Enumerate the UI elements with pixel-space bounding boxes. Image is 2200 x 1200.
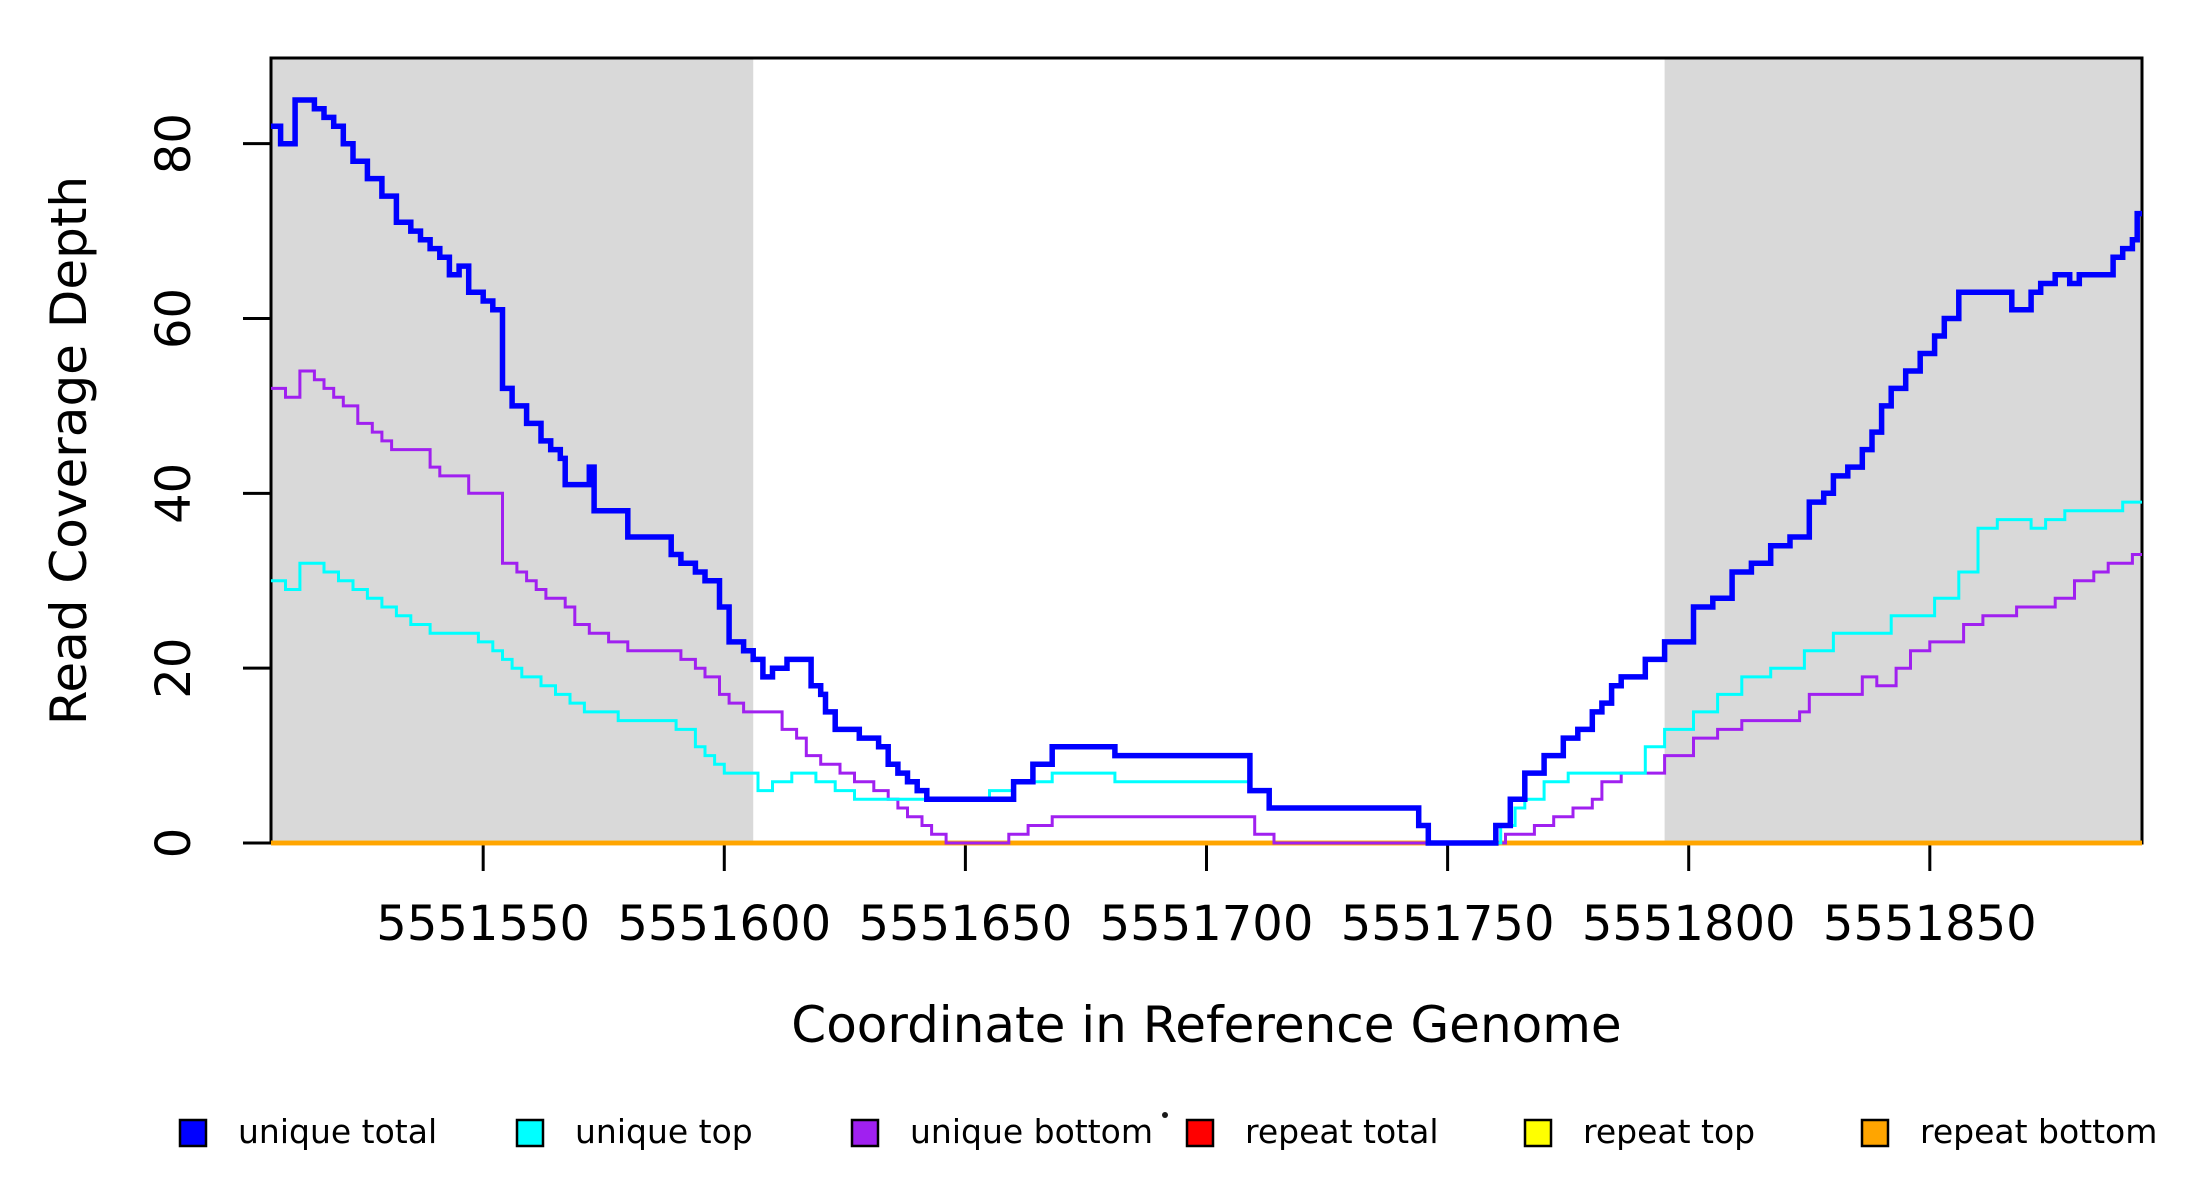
shaded-band: [271, 58, 754, 843]
shaded-regions: [271, 58, 2142, 843]
shaded-band: [1664, 58, 2142, 843]
y-tick-label: 40: [146, 463, 202, 524]
legend-swatch: [850, 1118, 880, 1148]
legend-artifact-dot: [1162, 1112, 1168, 1118]
y-tick-label: 60: [146, 288, 202, 349]
legend-label: unique total: [238, 1112, 437, 1151]
x-tick-label: 5551850: [1823, 896, 2037, 952]
legend-swatch: [1523, 1118, 1553, 1148]
legend-label: repeat bottom: [1920, 1112, 2157, 1151]
legend-item-unique-total: unique total: [178, 1112, 437, 1151]
y-tick-label: 80: [146, 113, 202, 174]
series-unique-total: [271, 97, 2142, 846]
legend-item-unique-top: unique top: [515, 1112, 753, 1151]
legend-item-unique-bottom: unique bottom: [850, 1112, 1153, 1151]
legend-item-repeat-total: repeat total: [1185, 1112, 1439, 1151]
x-axis-ticks: 5551550 5551600 5551650 5551700 5551750 55518…: [376, 843, 2037, 952]
data-series: [271, 97, 2142, 846]
legend-item-repeat-bottom: repeat bottom: [1860, 1112, 2157, 1151]
x-tick-label: 5551650: [859, 896, 1073, 952]
series-unique-bottom: [271, 369, 2142, 845]
legend-swatch: [515, 1118, 545, 1148]
legend-label: unique top: [575, 1112, 753, 1151]
x-tick-label: 5551600: [617, 896, 831, 952]
y-axis-title: Read Coverage Depth: [40, 176, 98, 725]
y-tick-label: 0: [146, 828, 202, 859]
legend-swatch: [1185, 1118, 1215, 1148]
chart-legend: unique total unique top unique bottom repea…: [178, 1112, 2157, 1151]
x-axis-title: Coordinate in Reference Genome: [791, 996, 1621, 1054]
series-unique-top: [271, 500, 2142, 845]
legend-label: unique bottom: [910, 1112, 1153, 1151]
x-tick-label: 5551550: [376, 896, 590, 952]
x-tick-label: 5551700: [1100, 896, 1314, 952]
legend-swatch: [178, 1118, 208, 1148]
legend-item-repeat-top: repeat top: [1523, 1112, 1755, 1151]
x-tick-label: 5551800: [1582, 896, 1796, 952]
legend-swatch: [1860, 1118, 1890, 1148]
legend-label: repeat top: [1583, 1112, 1755, 1151]
y-axis-ticks: 0 20 40 60 80: [146, 113, 271, 858]
x-tick-label: 5551750: [1341, 896, 1555, 952]
y-tick-label: 20: [146, 638, 202, 699]
legend-label: repeat total: [1245, 1112, 1439, 1151]
